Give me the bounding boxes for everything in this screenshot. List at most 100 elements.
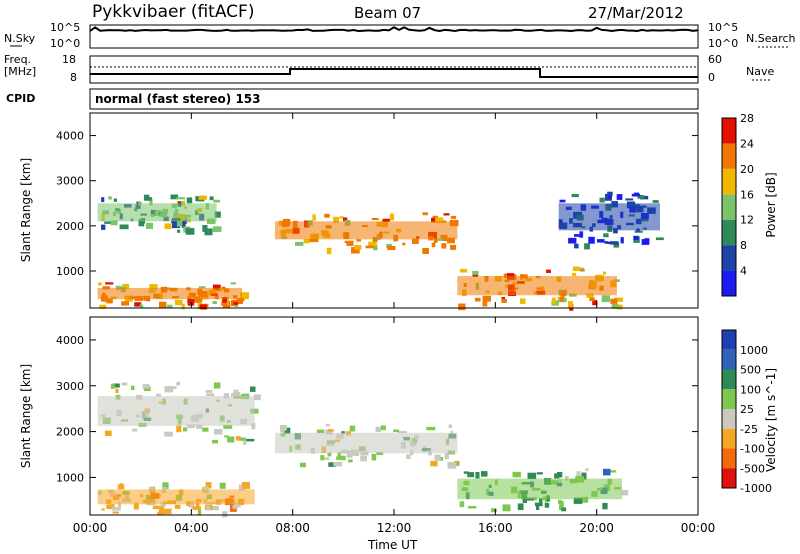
colorbar-swatch: [722, 270, 736, 296]
echo-cell-midday-band: [326, 247, 332, 255]
echo-cell-morning-near: [212, 301, 217, 304]
echo-cell-midday-ground: [328, 462, 336, 467]
colorbar-tick-label: -100: [740, 443, 765, 456]
echo-cell-afternoon-near: [603, 468, 611, 476]
echo-cell-midday-ground: [327, 429, 334, 432]
echo-cell-evening-echo: [613, 242, 620, 248]
x-tick-label: 12:00: [377, 521, 412, 535]
echo-cell-afternoon-near: [502, 504, 511, 512]
echo-cell-morning-arc: [172, 221, 180, 229]
freq-tick-bottom: 8: [70, 71, 77, 84]
y-tick-label: 3000: [56, 175, 84, 188]
echo-cell-afternoon-near: [503, 273, 508, 278]
echo-cell-evening-echo: [604, 241, 608, 244]
echo-cell-midday-band: [382, 218, 390, 222]
echo-cell-afternoon-near: [474, 297, 481, 302]
echo-cell-evening-echo: [574, 243, 579, 249]
echo-cell-afternoon-near: [491, 508, 497, 513]
echo-cell-midday-band: [312, 214, 316, 221]
echo-cell-midday-band: [433, 237, 438, 243]
echo-cell-morning-near: [236, 300, 243, 304]
echo-cell-afternoon-near: [472, 270, 479, 276]
colorbar-swatch: [722, 448, 736, 469]
echo-cell-afternoon-near: [616, 304, 623, 310]
nave-tick-bottom: 0: [708, 71, 715, 84]
colorbar-tick-label: 20: [740, 163, 754, 176]
echo-cell-morning-near: [219, 482, 226, 489]
echo-cell-afternoon-near: [603, 271, 607, 275]
colorbar-swatch: [722, 118, 736, 144]
echo-cell-morning-near: [233, 301, 239, 305]
echo-cell-ground-scatter-arc: [233, 392, 241, 396]
echo-cell-morning-near: [160, 502, 166, 507]
echo-cell-morning-arc: [145, 222, 153, 229]
echo-cell-afternoon-near: [554, 473, 560, 479]
echo-cell-evening-echo: [571, 194, 579, 198]
nsky-label: N.Sky: [4, 32, 36, 45]
echo-cell-midday-band: [441, 243, 447, 249]
echo-cell-morning-near: [232, 504, 241, 508]
echo-cell-ground-scatter-arc: [239, 437, 246, 441]
echo-cell-morning-near: [234, 303, 239, 308]
echo-cell-midday-ground: [349, 425, 356, 432]
echo-cell-morning-near: [174, 504, 181, 509]
echo-cell-midday-band: [324, 213, 330, 218]
echo-cell-morning-near: [139, 304, 144, 309]
echo-cell-ground-scatter-arc: [121, 382, 128, 386]
echo-cell-morning-near: [213, 284, 220, 291]
echo-cell-morning-arc: [213, 199, 220, 203]
echo-cell-evening-echo: [616, 194, 623, 200]
echo-cell-midday-band: [412, 238, 419, 244]
echo-cell-evening-echo: [610, 241, 619, 245]
echo-cell-morning-near: [98, 282, 102, 286]
echo-cell-ground-scatter-arc: [233, 389, 239, 392]
colorbar-swatch: [722, 349, 736, 370]
echo-band-midday-ground: [274, 432, 458, 454]
echo-cell-evening-echo: [579, 231, 584, 238]
colorbar-swatch: [722, 468, 736, 488]
echo-cell-ground-scatter-arc: [112, 383, 120, 388]
echo-cell-afternoon-near: [568, 301, 573, 308]
echo-cell-afternoon-near: [467, 472, 475, 478]
echo-cell-evening-echo: [652, 200, 659, 203]
nsearch-label: N.Search: [746, 32, 796, 45]
echo-cell-midday-band: [431, 217, 437, 223]
echo-cell-afternoon-near: [614, 297, 624, 302]
echo-band-morning-near: [97, 287, 242, 300]
echo-cell-evening-echo: [568, 237, 577, 244]
echo-cell-afternoon-near: [459, 501, 465, 508]
echo-cell-morning-near: [117, 502, 121, 507]
echo-cell-morning-near: [107, 298, 113, 304]
echo-cell-morning-arc: [104, 221, 112, 224]
colorbar-tick-label: -1000: [740, 482, 772, 495]
x-tick-label: 08:00: [275, 521, 310, 535]
echo-cell-ground-scatter-arc: [143, 386, 151, 392]
echo-cell-ground-scatter-arc: [202, 427, 209, 432]
velocity-y-axis-title: Slant Range [km]: [19, 364, 33, 468]
echo-cell-ground-scatter-arc: [183, 427, 188, 432]
echo-cell-ground-scatter-arc: [242, 393, 249, 399]
noise-trace: [89, 26, 699, 33]
colorbar-swatch: [722, 194, 736, 220]
power-colorbar: 4 8 12 16 20 24 28: [721, 112, 754, 297]
echo-cell-midday-band: [333, 216, 340, 223]
echo-cell-midday-band: [450, 215, 457, 219]
echo-cell-ground-scatter-arc: [104, 430, 112, 436]
echo-cell-morning-near: [221, 286, 226, 290]
echo-cell-afternoon-near: [501, 298, 507, 303]
echo-cell-morning-arc: [204, 228, 213, 236]
echo-cell-morning-near: [206, 506, 211, 511]
echo-cell-morning-near: [197, 509, 202, 515]
echo-cell-afternoon-near: [580, 269, 585, 272]
echo-cell-midday-ground: [448, 424, 452, 428]
colorbar-swatch: [722, 409, 736, 429]
power-panel: 1000 2000 3000 4000 Slant Range [km]: [19, 112, 699, 311]
echo-cell-midday-ground: [341, 431, 345, 434]
echo-cell-afternoon-near: [601, 295, 610, 303]
echo-cell-ground-scatter-arc: [131, 385, 135, 390]
echo-cell-afternoon-near: [534, 502, 543, 507]
echo-cell-morning-near: [199, 298, 203, 301]
echo-cell-midday-ground: [346, 450, 353, 458]
colorbar-tick-label: 12: [740, 214, 754, 227]
